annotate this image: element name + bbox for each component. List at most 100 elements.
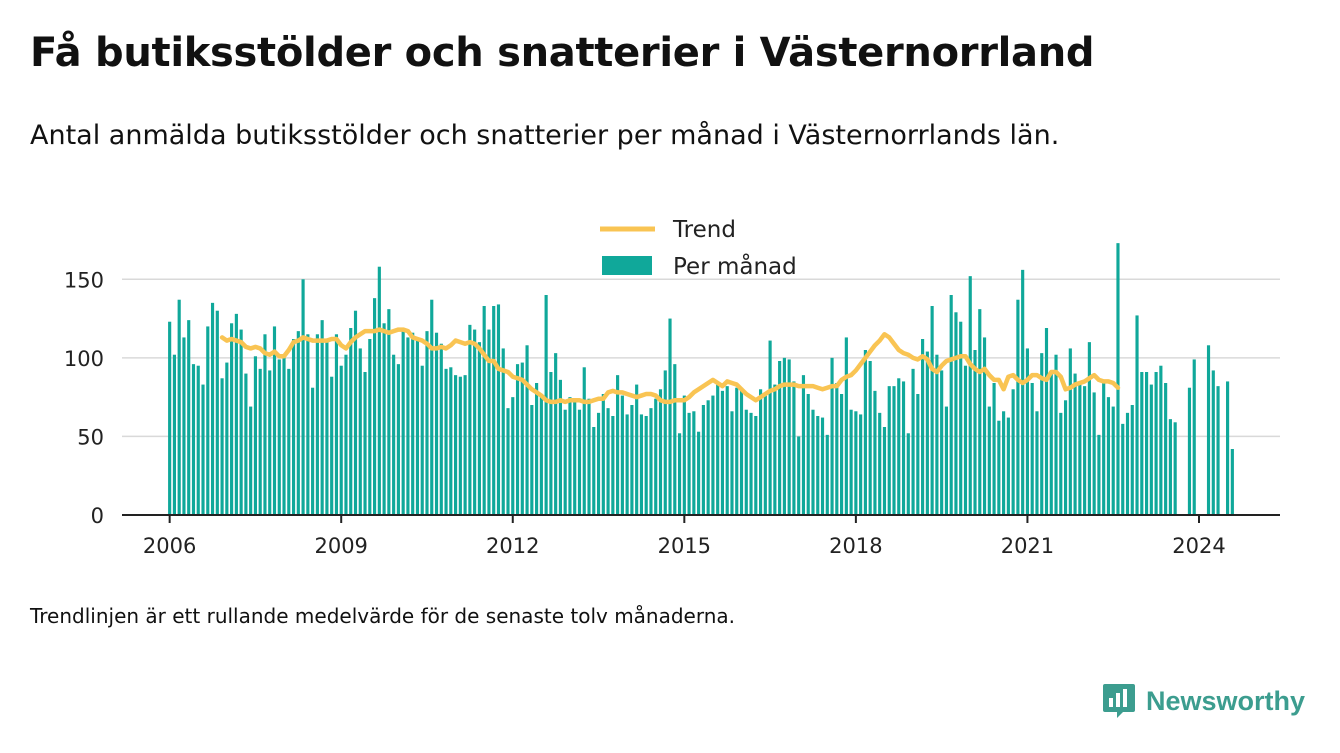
bar: [177, 299, 181, 515]
bar: [1044, 328, 1049, 515]
bar: [673, 364, 677, 515]
bar: [568, 397, 572, 515]
bar: [806, 394, 810, 515]
bar: [706, 400, 710, 515]
bar: [420, 365, 424, 515]
bar: [768, 340, 772, 515]
bar: [1116, 243, 1120, 515]
bar: [1006, 417, 1010, 515]
bar: [358, 348, 362, 515]
bar: [620, 395, 624, 515]
bar: [368, 339, 372, 515]
bar: [544, 295, 548, 515]
y-tick-label: 150: [64, 268, 104, 292]
bar: [997, 420, 1001, 515]
bar: [291, 339, 296, 515]
chart-title: Få butiksstölder och snatterier i Väster…: [30, 30, 1095, 76]
bar: [172, 354, 176, 515]
bar: [301, 279, 305, 515]
bar: [930, 306, 934, 515]
bar: [554, 353, 558, 515]
legend-trend-label: Trend: [672, 217, 736, 243]
bar: [225, 362, 229, 515]
bar: [411, 332, 415, 515]
bar: [415, 340, 420, 515]
bar: [506, 408, 510, 515]
bar: [191, 364, 196, 515]
bar: [530, 405, 534, 515]
bar: [577, 409, 582, 515]
bar: [1159, 365, 1163, 515]
bar: [1192, 359, 1196, 515]
bar: [535, 383, 539, 515]
bar: [635, 384, 639, 515]
bar: [396, 364, 400, 515]
bar: [344, 354, 348, 515]
bar: [897, 378, 901, 515]
bar: [801, 375, 806, 515]
bar: [840, 394, 844, 515]
bar: [763, 395, 767, 515]
brand-name: Newsworthy: [1146, 685, 1306, 716]
x-tick-label: 2006: [143, 534, 196, 558]
bar: [611, 416, 615, 515]
bar: [187, 320, 191, 515]
bar: [596, 412, 601, 515]
bar: [1063, 400, 1068, 515]
y-tick-label: 100: [64, 347, 104, 371]
x-tick-label: 2009: [314, 534, 367, 558]
bar: [911, 368, 915, 515]
bar: [539, 395, 543, 515]
bar: [778, 361, 782, 515]
bar: [439, 343, 443, 515]
bars-per-month: [168, 243, 1234, 515]
bar: [687, 412, 691, 515]
bar: [1125, 412, 1130, 515]
bar: [1111, 406, 1115, 515]
bar: [1030, 383, 1034, 515]
bar: [382, 323, 386, 515]
bar: [468, 324, 472, 515]
bar: [730, 411, 734, 515]
bar: [1226, 381, 1230, 515]
bar: [716, 381, 720, 515]
bar: [1040, 353, 1044, 515]
bar: [353, 310, 358, 515]
bar: [230, 323, 234, 515]
bar: [973, 350, 977, 515]
bar: [668, 318, 672, 515]
bar: [406, 337, 410, 515]
bar: [792, 381, 796, 515]
bar: [601, 394, 605, 515]
bar: [1149, 384, 1153, 515]
bar: [210, 302, 215, 515]
bar: [949, 295, 953, 515]
bar: [878, 412, 882, 515]
bar: [463, 375, 467, 515]
bar: [272, 326, 277, 515]
x-tick-label: 2012: [486, 534, 539, 558]
bar: [268, 370, 272, 515]
bar: [258, 368, 262, 515]
bar: [168, 321, 172, 515]
x-tick-label: 2021: [1001, 534, 1054, 558]
bar: [1145, 372, 1149, 515]
bar: [582, 367, 586, 515]
bar: [339, 365, 343, 515]
bar: [1230, 449, 1234, 515]
bar: [935, 354, 939, 515]
footnote: Trendlinjen är ett rullande medelvärde f…: [30, 604, 736, 628]
bar: [253, 356, 258, 515]
bar: [1016, 299, 1020, 515]
bar: [592, 427, 596, 515]
bar: [1187, 387, 1192, 515]
bar: [940, 370, 944, 515]
bar: [182, 337, 186, 515]
bar: [220, 378, 224, 515]
bar: [1140, 372, 1144, 515]
bar: [315, 334, 319, 515]
bar: [501, 348, 505, 515]
bar: [1173, 422, 1177, 515]
bar: [625, 414, 629, 515]
bar: [697, 431, 701, 515]
